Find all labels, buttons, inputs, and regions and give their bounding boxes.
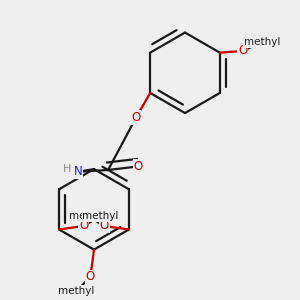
Text: O: O — [79, 220, 88, 232]
Text: O: O — [100, 220, 109, 232]
Text: methyl: methyl — [69, 211, 106, 221]
Text: methyl: methyl — [82, 211, 118, 221]
Text: O: O — [86, 270, 95, 284]
Text: N: N — [74, 165, 83, 178]
Text: O: O — [133, 160, 142, 173]
Text: H: H — [63, 164, 71, 174]
Text: methyl: methyl — [58, 286, 95, 296]
Text: O: O — [131, 111, 141, 124]
Text: methyl: methyl — [244, 37, 280, 47]
Text: O: O — [238, 44, 247, 57]
